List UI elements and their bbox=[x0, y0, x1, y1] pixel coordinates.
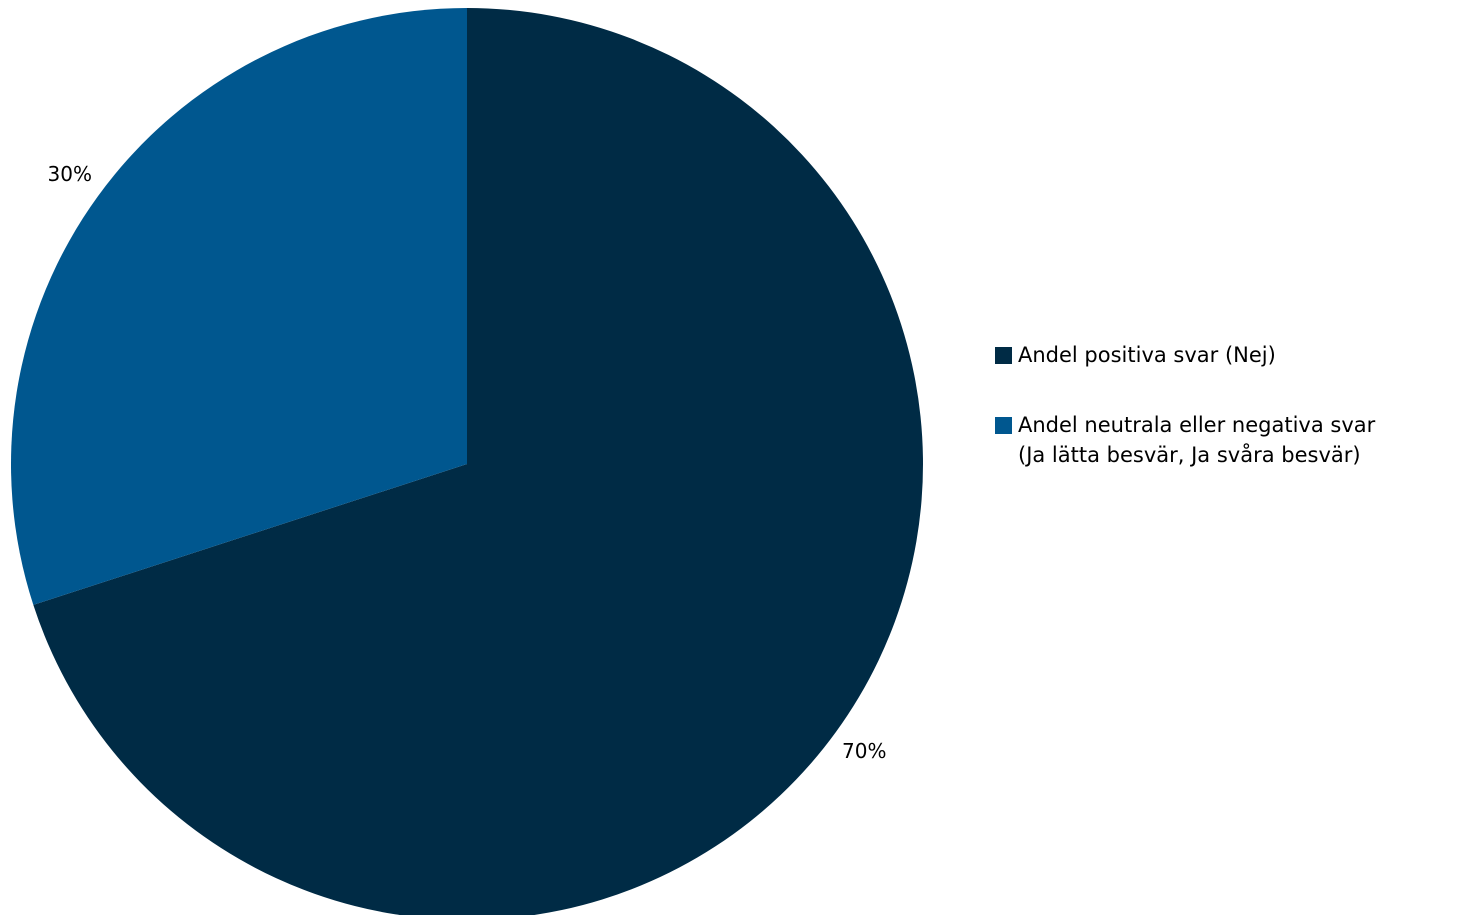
pie-slices bbox=[10, 8, 923, 915]
legend-label-neutral-negative: Andel neutrala eller negativa svar (Ja l… bbox=[1018, 413, 1376, 467]
legend-item-neutral-negative: Andel neutrala eller negativa svar (Ja l… bbox=[995, 410, 1465, 470]
data-label-positive: 70% bbox=[842, 739, 886, 763]
legend-item-positive: Andel positiva svar (Nej) bbox=[995, 340, 1465, 370]
legend-swatch-positive bbox=[995, 347, 1012, 364]
pie-slice-positive bbox=[33, 8, 923, 915]
pie-data-labels: 70% 30% bbox=[48, 162, 887, 763]
pie-slice-neutral-negative bbox=[10, 8, 468, 605]
legend-label-positive: Andel positiva svar (Nej) bbox=[1018, 343, 1276, 367]
legend: Andel positiva svar (Nej) Andel neutrala… bbox=[995, 340, 1465, 470]
data-label-neutral-negative: 30% bbox=[48, 162, 92, 186]
legend-swatch-neutral-negative bbox=[995, 417, 1012, 434]
